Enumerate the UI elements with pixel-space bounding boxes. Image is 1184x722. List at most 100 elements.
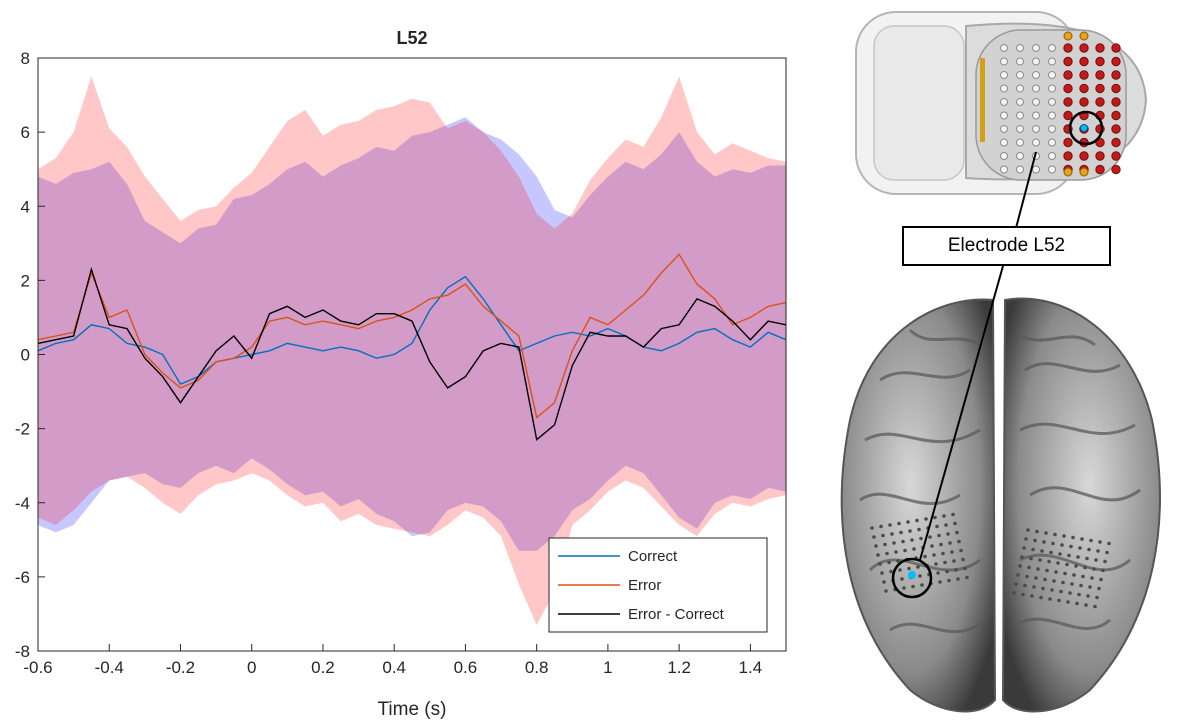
brain-electrode: [1092, 567, 1096, 571]
device-electrode: [1000, 165, 1008, 174]
device-electrode: [1063, 137, 1073, 148]
brain-electrode: [1068, 591, 1072, 595]
device-electrode: [1048, 125, 1056, 133]
brain-electrode: [1063, 571, 1067, 576]
brain-electrode: [947, 578, 951, 583]
brain-electrode: [1088, 585, 1092, 589]
brain-electrode: [911, 584, 915, 589]
device-electrode: [1048, 138, 1056, 147]
brain-electrode: [910, 538, 914, 542]
device-electrode: [1016, 44, 1024, 52]
device-electrode: [1079, 70, 1089, 80]
brain-electrode: [1027, 565, 1031, 570]
device-electrode: [1016, 84, 1024, 93]
brain-electrode: [1016, 573, 1020, 577]
brain-electrode: [870, 526, 874, 530]
brain-electrode: [899, 530, 903, 535]
device-electrode: [1048, 84, 1056, 93]
legend-label-correct: Correct: [628, 548, 678, 565]
brain-electrode: [1039, 595, 1043, 600]
legend: Correct Error Error - Correct: [548, 537, 768, 633]
device-electrode: [1063, 110, 1073, 121]
device-electrode: [1111, 110, 1121, 121]
device-electrode: [1016, 125, 1024, 133]
y-tick-label: -2: [15, 420, 30, 439]
device-electrode: [1048, 111, 1056, 120]
brain-electrode: [923, 554, 927, 559]
brain-electrode: [1098, 540, 1102, 544]
device-electrode: [1095, 164, 1105, 175]
brain-electrode: [951, 512, 955, 517]
brain-electrode: [885, 551, 889, 556]
x-tick-label: 0.8: [525, 658, 549, 677]
brain-electrode: [955, 530, 959, 535]
brain-electrode: [1026, 528, 1030, 532]
device-electrode: [1111, 97, 1121, 107]
brain-electrode: [1099, 577, 1103, 582]
device-electrode: [1111, 151, 1121, 161]
brain-electrode: [897, 521, 901, 526]
device-electrode: [1032, 165, 1040, 174]
device-electrode: [1095, 56, 1105, 67]
brain-electrode: [915, 518, 919, 523]
brain-electrode: [884, 589, 888, 593]
device-electrode: [1048, 152, 1056, 160]
brain-electrode: [1030, 594, 1034, 598]
brain-electrode: [1065, 562, 1069, 567]
brain-electrode: [1047, 559, 1051, 564]
brain-electrode: [953, 521, 957, 526]
brain-electrode: [1025, 574, 1029, 579]
brain-electrode: [917, 527, 921, 532]
brain-electrode: [945, 569, 949, 574]
brain-electrode: [934, 562, 938, 566]
brain-electrode: [1056, 561, 1060, 565]
brain-electrode: [1040, 549, 1044, 553]
ground-electrode: [1079, 31, 1089, 41]
brain-electrode: [939, 542, 943, 547]
brain-electrode: [941, 551, 945, 556]
brain-electrode: [894, 550, 898, 554]
brain-electrode: [1096, 549, 1100, 553]
brain-electrode: [907, 566, 911, 571]
brain-electrode: [1095, 595, 1099, 600]
brain-electrode: [954, 568, 958, 572]
brain-electrode: [944, 523, 948, 527]
brain-electrode: [918, 574, 922, 578]
brain-electrode: [878, 562, 882, 566]
brain-electrode: [888, 523, 892, 527]
brain-electrode: [1049, 550, 1053, 555]
brain-electrode: [883, 542, 887, 547]
device-electrode: [1048, 165, 1056, 174]
device-electrode: [1063, 97, 1073, 107]
axis-ticks: -0.6 -0.4 -0.2 0 0.2 0.4 0.6 0.8 1 1.2 1.4 -8 -6 -4 -2…: [15, 49, 762, 677]
brain-electrode: [933, 515, 937, 520]
device-electrode: [1111, 43, 1121, 53]
brain-electrode: [1023, 583, 1027, 588]
brain-electrode: [1021, 592, 1025, 597]
brain-electrode: [882, 580, 886, 584]
brain-electrodes-right: [1012, 528, 1111, 609]
device-electrode: [1111, 83, 1121, 94]
x-tick-label: -0.2: [166, 658, 195, 677]
device-electrode: [1000, 138, 1008, 147]
plot-area: [37, 76, 787, 626]
connector-line-bottom: [919, 265, 1004, 561]
brain-electrode: [1087, 547, 1091, 552]
device-electrode: [1000, 98, 1008, 106]
brain-electrode-l52-marker: [891, 557, 933, 599]
brain-electrode: [943, 560, 947, 565]
series-line-error-minus-correct: [37, 266, 787, 441]
device-electrode: [1000, 44, 1008, 52]
device-electrode: [1016, 152, 1024, 160]
brain-electrode: [1078, 546, 1082, 550]
brain-electrode: [1045, 568, 1049, 573]
legend-label-error-minus-correct: Error - Correct: [628, 606, 725, 623]
ground-strip: [980, 58, 985, 142]
device-electrode: [1032, 138, 1040, 147]
brain-electrode: [1090, 576, 1094, 580]
brain-electrode: [1093, 604, 1097, 609]
brain-electrode: [1044, 531, 1048, 535]
brain-electrode: [1031, 547, 1035, 552]
device-electrode: [1032, 71, 1040, 79]
brain-electrode: [961, 557, 965, 562]
